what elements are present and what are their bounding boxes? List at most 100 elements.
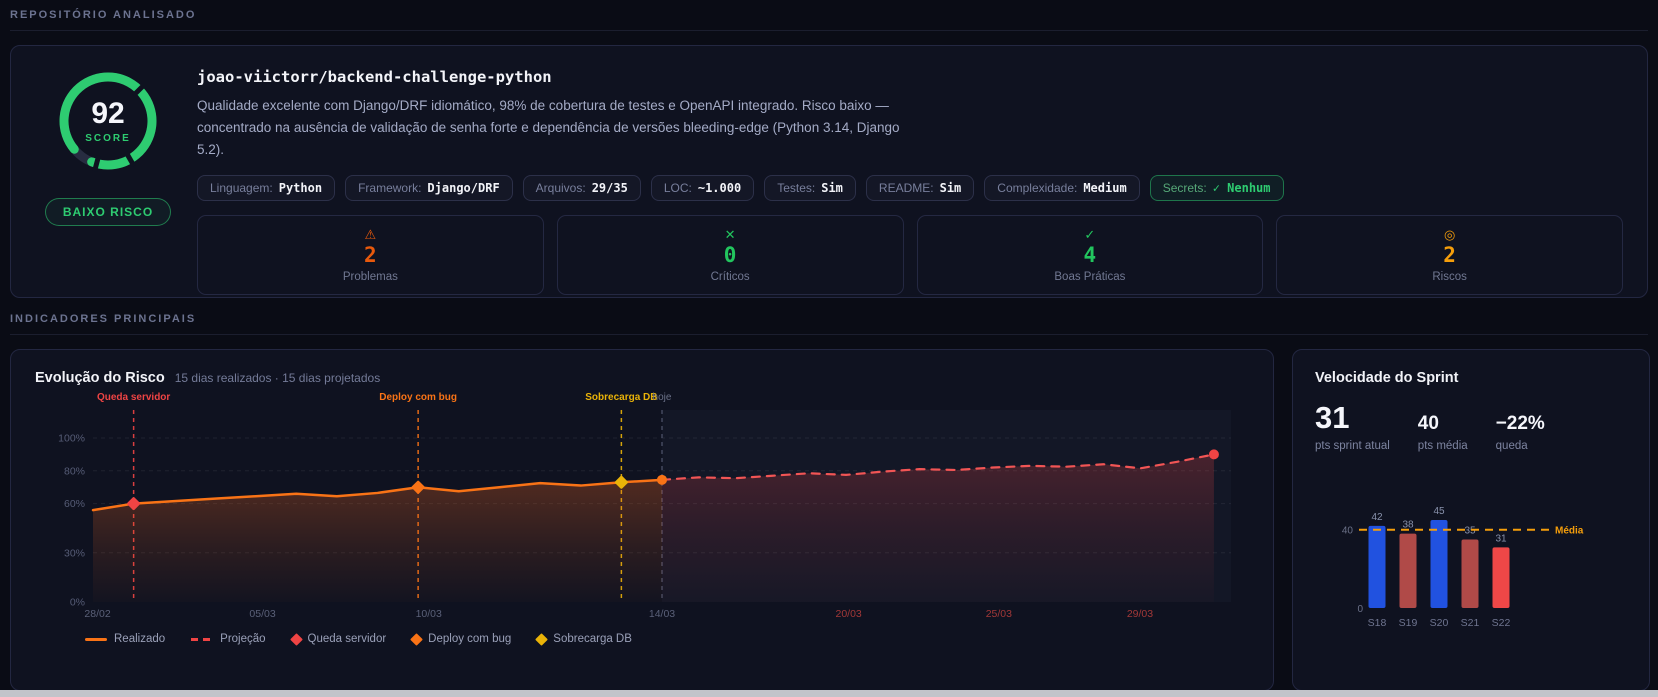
risk-evolution-card: Evolução do Risco 15 dias realizados · 1… [10, 349, 1274, 691]
svg-text:80%: 80% [64, 465, 85, 477]
stat-card-críticos: ✕ 0 Críticos [556, 214, 904, 295]
indicator-panels: Evolução do Risco 15 dias realizados · 1… [10, 349, 1650, 691]
section-divider [10, 30, 1648, 31]
warning-icon: ⚠ [364, 226, 377, 242]
svg-text:0%: 0% [70, 597, 85, 609]
legend-diamond-swatch [289, 632, 303, 646]
legend-label: Realizado [114, 633, 166, 645]
sprint-stats: 31 pts sprint atual 40 pts média −22% queda [1315, 402, 1627, 452]
chip-value: ✓ Nenhum [1212, 180, 1271, 195]
legend-item-queda-servidor[interactable]: Queda servidor [289, 632, 387, 646]
svg-text:Sobrecarga DB: Sobrecarga DB [585, 392, 657, 403]
svg-text:Deploy com bug: Deploy com bug [379, 392, 457, 403]
repo-stat-cards: ⚠ 2 Problemas ✕ 0 Críticos ✓ 4 Boas Práticas ◎ 2 Ri… [197, 214, 1623, 295]
repo-chip: Secrets: ✓ Nenhum [1149, 174, 1284, 201]
repo-chip: Complexidade: Medium [984, 174, 1140, 201]
legend-item-projeção[interactable]: Projeção [191, 633, 266, 645]
legend-diamond-swatch [410, 632, 424, 646]
sprint-stat-label: queda [1495, 440, 1528, 452]
stat-value: 2 [364, 242, 377, 267]
svg-text:35: 35 [1464, 526, 1476, 537]
stat-label: Críticos [710, 270, 750, 283]
svg-text:40: 40 [1342, 525, 1354, 536]
sprint-stat-pts-sprint-atual: 31 pts sprint atual [1315, 402, 1390, 452]
repo-chip: Framework: Django/DRF [345, 174, 513, 201]
score-column: 92 SCORE BAIXO RISCO [35, 68, 181, 275]
score-gauge: 92 SCORE [55, 68, 161, 174]
section-repo-title: REPOSITÓRIO ANALISADO [10, 9, 197, 21]
stat-card-riscos: ◎ 2 Riscos [1276, 214, 1623, 295]
risk-chart-header: Evolução do Risco 15 dias realizados · 1… [35, 370, 1249, 386]
legend-line-swatch [85, 637, 107, 641]
repo-chip: LOC: ~1.000 [650, 174, 755, 201]
legend-item-realizado[interactable]: Realizado [85, 633, 165, 645]
stat-value: 0 [723, 242, 737, 267]
svg-text:30%: 30% [64, 547, 85, 559]
section-divider [10, 334, 1648, 335]
bottom-strip [0, 690, 1658, 697]
svg-text:14/03: 14/03 [649, 608, 675, 620]
legend-label: Queda servidor [307, 633, 387, 645]
repo-chip: README: Sim [865, 174, 975, 201]
score-gauge-ring [59, 72, 157, 172]
sprint-stat-value: −22% [1495, 413, 1545, 434]
svg-text:S21: S21 [1461, 617, 1480, 629]
svg-text:60%: 60% [64, 498, 85, 510]
sprint-velocity-chart[interactable]: 42 S18 38 S19 45 S20 35 S21 31 S22 40 Média 0 [1315, 452, 1627, 645]
svg-text:10/03: 10/03 [416, 608, 442, 620]
legend-label: Sobrecarga DB [553, 633, 632, 645]
stat-value: 2 [1443, 242, 1456, 267]
svg-text:42: 42 [1371, 512, 1383, 523]
target-icon: ◎ [1443, 226, 1456, 242]
stat-label: Riscos [1432, 270, 1467, 283]
svg-text:S18: S18 [1368, 617, 1387, 629]
sprint-stat-queda: −22% queda [1496, 414, 1545, 452]
svg-text:0: 0 [1357, 604, 1363, 615]
score-value: 92 [91, 96, 125, 130]
chip-value: ~1.000 [697, 180, 742, 195]
section-repo: REPOSITÓRIO ANALISADO [10, 9, 1648, 31]
chip-value: Sim [821, 180, 843, 195]
section-indicators-title: INDICADORES PRINCIPAIS [10, 313, 197, 325]
risk-chart-title: Evolução do Risco [35, 370, 165, 386]
sprint-stat-pts-média: 40 pts média [1418, 414, 1468, 452]
chip-label: LOC: [663, 180, 692, 195]
chip-label: Framework: [358, 180, 422, 195]
svg-text:Queda servidor: Queda servidor [97, 392, 170, 403]
sprint-stat-label: pts sprint atual [1315, 440, 1390, 452]
risk-evolution-chart[interactable]: 0% 30% 60% 80% 100% Queda servidor Deploy com … [35, 386, 1249, 629]
svg-text:20/03: 20/03 [835, 608, 861, 620]
legend-item-sobrecarga-db[interactable]: Sobrecarga DB [535, 632, 632, 646]
chip-label: Arquivos: [535, 180, 586, 195]
legend-dash-swatch [191, 637, 214, 641]
risk-badge: BAIXO RISCO [44, 198, 172, 226]
chip-label: Secrets: [1162, 180, 1207, 195]
chip-label: Linguagem: [210, 180, 273, 195]
risk-chart-legend: Realizado Projeção Queda servidor Deploy co… [85, 632, 1249, 646]
chip-label: README: [878, 180, 934, 195]
sprint-card-title: Velocidade do Sprint [1315, 370, 1459, 386]
check-icon: ✓ [1084, 226, 1096, 242]
chip-value: Django/DRF [427, 180, 500, 195]
svg-text:28/02: 28/02 [84, 608, 110, 620]
svg-text:29/03: 29/03 [1127, 608, 1153, 620]
sprint-stat-label: pts média [1417, 440, 1468, 452]
svg-text:S19: S19 [1399, 617, 1418, 629]
legend-label: Projeção [220, 633, 266, 645]
chip-label: Complexidade: [997, 180, 1078, 195]
svg-text:100%: 100% [58, 433, 85, 445]
repo-card: 92 SCORE BAIXO RISCO joao-viictorr/backe… [10, 45, 1648, 298]
svg-text:25/03: 25/03 [986, 608, 1012, 620]
chip-value: Medium [1083, 180, 1127, 195]
legend-item-deploy-com-bug[interactable]: Deploy com bug [410, 632, 511, 646]
stat-label: Problemas [342, 270, 398, 283]
repo-chip: Arquivos: 29/35 [522, 174, 641, 201]
stat-value: 4 [1083, 242, 1097, 267]
risk-chart-subtitle: 15 dias realizados · 15 dias projetados [174, 371, 381, 385]
svg-text:45: 45 [1433, 506, 1445, 517]
repo-meta-chips: Linguagem: Python Framework: Django/DRF Arqu… [197, 174, 1623, 201]
sprint-stat-value: 31 [1315, 400, 1350, 435]
svg-text:05/03: 05/03 [249, 608, 275, 620]
svg-text:38: 38 [1402, 520, 1414, 531]
